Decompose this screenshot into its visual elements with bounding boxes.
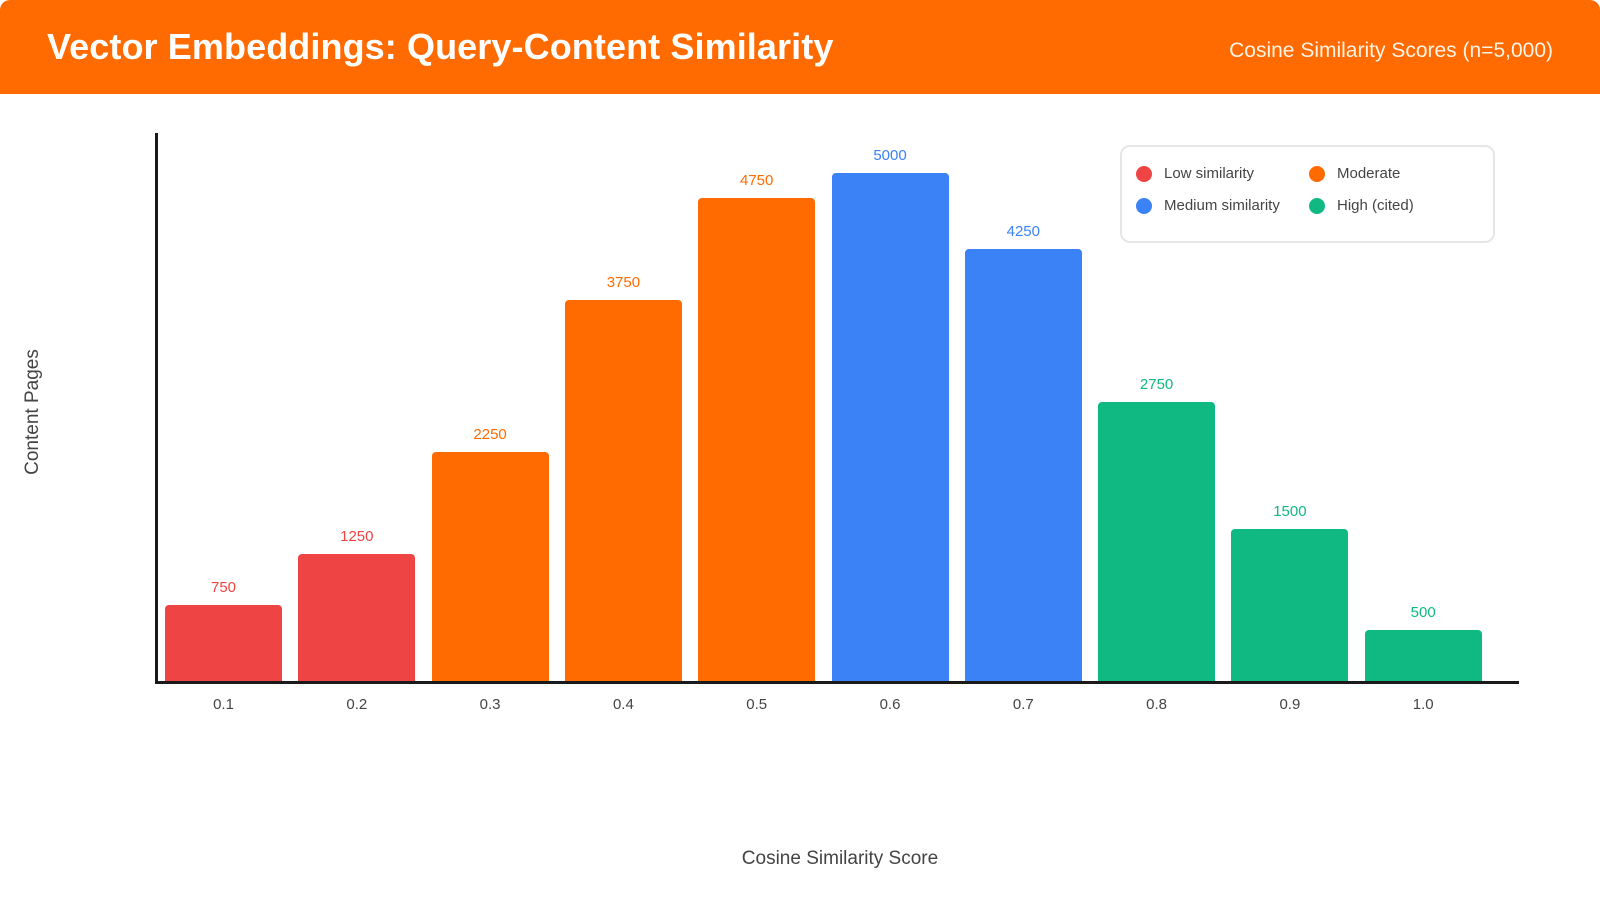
legend-item-low: Low similarity bbox=[1136, 165, 1254, 182]
bar-value-label: 5000 bbox=[873, 147, 907, 164]
bar-value-label: 2250 bbox=[473, 426, 507, 444]
chart-header: Vector Embeddings: Query-Content Similar… bbox=[0, 0, 1600, 94]
legend-dot-icon bbox=[1309, 165, 1325, 182]
x-tick-label: 0.6 bbox=[879, 696, 901, 713]
legend-item-high: High (cited) bbox=[1309, 197, 1414, 214]
x-tick-label: 0.4 bbox=[612, 696, 634, 713]
bar-value-label: 3750 bbox=[606, 274, 641, 291]
legend-item-medium: Medium similarity bbox=[1136, 197, 1280, 214]
legend-dot-icon bbox=[1136, 165, 1152, 182]
legend-label: Moderate bbox=[1337, 165, 1401, 182]
x-tick-label: 0.5 bbox=[746, 696, 768, 713]
x-tick-label: 0.8 bbox=[1146, 696, 1168, 713]
bar-0.5 bbox=[698, 198, 816, 681]
bar-value-label: 750 bbox=[210, 578, 237, 596]
bar-1.0 bbox=[1364, 630, 1482, 681]
bar-0.6 bbox=[831, 173, 949, 681]
chart-title: Vector Embeddings: Query-Content Similar… bbox=[47, 26, 834, 67]
legend-label: Medium similarity bbox=[1164, 197, 1280, 214]
x-tick-label: 0.2 bbox=[346, 696, 368, 713]
bar-0.3 bbox=[431, 452, 549, 681]
bar-value-label: 500 bbox=[1410, 604, 1436, 622]
legend-dot-icon bbox=[1136, 197, 1152, 214]
bar-0.1 bbox=[165, 604, 282, 681]
y-axis-label: Content Pages bbox=[22, 349, 43, 475]
chart-subtitle: Cosine Similarity Scores (n=5,000) bbox=[1229, 39, 1553, 62]
x-tick-label: 1.0 bbox=[1412, 696, 1434, 713]
bar-value-label: 1250 bbox=[340, 528, 374, 545]
x-tick-label: 0.3 bbox=[479, 696, 501, 713]
bar-chart: Content Pages 750 0.1 1250 0.2 2250 0.3 3750 0.… bbox=[0, 94, 1600, 900]
x-tick-label: 0.1 bbox=[213, 696, 234, 713]
x-axis-label: Cosine Similarity Score bbox=[741, 848, 939, 869]
legend-dot-icon bbox=[1309, 197, 1325, 214]
bar-0.2 bbox=[298, 554, 416, 681]
x-tick-label: 0.7 bbox=[1012, 696, 1034, 713]
legend: Low similarity Moderate Medium similarit… bbox=[1120, 145, 1495, 243]
bar-value-label: 2750 bbox=[1139, 375, 1174, 393]
bar-value-label: 1500 bbox=[1273, 502, 1307, 520]
legend-label: High (cited) bbox=[1337, 197, 1414, 214]
x-tick-label: 0.9 bbox=[1279, 696, 1301, 713]
bar-0.8 bbox=[1098, 401, 1216, 681]
bar-value-label: 4750 bbox=[740, 172, 774, 190]
bar-0.4 bbox=[564, 300, 682, 681]
bar-0.9 bbox=[1231, 528, 1349, 681]
x-axis-line bbox=[155, 681, 1519, 684]
legend-label: Low similarity bbox=[1164, 165, 1255, 182]
bar-0.7 bbox=[964, 249, 1082, 681]
legend-item-moderate: Moderate bbox=[1309, 165, 1400, 182]
y-axis-line bbox=[155, 133, 158, 684]
bar-value-label: 4250 bbox=[1006, 223, 1040, 241]
